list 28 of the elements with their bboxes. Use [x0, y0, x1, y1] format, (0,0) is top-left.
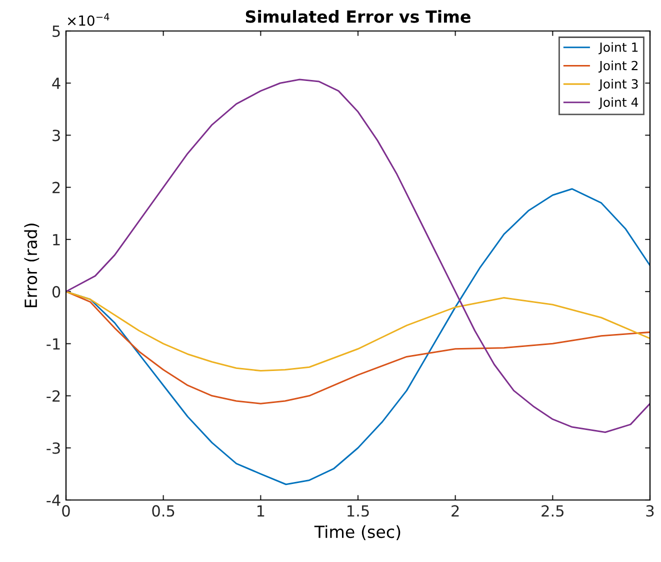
y-tick-label: -1	[46, 338, 60, 350]
y-tick-label: 0	[52, 286, 60, 298]
line-series	[66, 290, 650, 372]
line-series	[66, 78, 650, 434]
y-tick-label: -2	[46, 390, 60, 402]
legend-label: Joint 1	[598, 42, 638, 54]
legend-label: Joint 2	[598, 60, 638, 73]
text: ×10$^{−4}$	[68, 13, 110, 26]
y-tick-label: 1	[53, 234, 60, 246]
x-tick-label: 1.5	[348, 505, 369, 517]
x-tick-label: 2	[452, 505, 459, 516]
line-series	[66, 290, 650, 404]
x-tick-label: 2.5	[542, 505, 564, 517]
y-axis-title: Error (rad)	[24, 224, 40, 308]
legend-label: Joint 4	[598, 97, 638, 110]
x-tick-label: 3	[646, 505, 654, 517]
y-tick-label: -3	[46, 442, 60, 454]
chart-title: Simulated Error vs Time	[246, 10, 470, 23]
y-tick-label: 4	[52, 78, 60, 89]
y-tick-label: 5	[52, 26, 60, 38]
x-tick-label: 0.5	[152, 505, 174, 517]
y-tick-label: -4	[46, 494, 60, 506]
y-tick-label: 2	[52, 182, 60, 194]
x-tick-label: 1	[257, 505, 264, 516]
legend-label: Joint 3	[598, 78, 638, 91]
x-tick-label: 0	[62, 505, 70, 517]
y-tick-label: 3	[52, 130, 60, 142]
x-axis-title: Time (sec)	[314, 525, 400, 540]
